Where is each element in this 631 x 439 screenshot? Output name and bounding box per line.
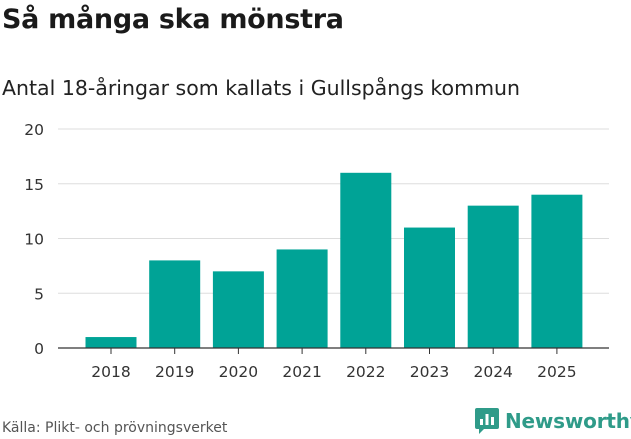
bar-2018: [85, 337, 137, 348]
chart-title: Så många ska mönstra: [2, 4, 344, 35]
y-axis-ticks: 0 5 10 15 20: [24, 121, 44, 358]
x-tick-label: 2025: [537, 363, 576, 381]
x-tick-label: 2023: [410, 363, 449, 381]
chart-subtitle: Antal 18-åringar som kallats i Gullspång…: [2, 76, 521, 100]
y-tick-label: 5: [34, 285, 44, 303]
bar-2023: [404, 227, 455, 348]
y-tick-label: 15: [24, 176, 44, 194]
grid-lines: [58, 128, 609, 294]
x-tick-label: 2024: [473, 363, 512, 381]
bar-2024: [467, 205, 519, 348]
brand-name: Newsworthy: [505, 409, 631, 433]
x-tick-label: 2021: [282, 363, 321, 381]
x-tick-label: 2022: [346, 363, 385, 381]
x-tick-label: 2019: [155, 363, 194, 381]
x-tick-label: 2020: [219, 363, 258, 381]
newsworthy-logo-icon: [475, 408, 499, 434]
bar-2022: [340, 172, 392, 348]
x-tick-label: 2018: [91, 363, 130, 381]
bar-2025: [531, 194, 583, 348]
source-note: Källa: Plikt- och prövningsverket: [2, 420, 228, 436]
bar-2020: [212, 271, 264, 348]
y-tick-label: 20: [24, 121, 44, 139]
y-tick-label: 10: [24, 231, 44, 249]
y-tick-label: 0: [34, 340, 44, 358]
bar-2021: [276, 249, 328, 348]
brand-logo: Newsworthy: [475, 408, 631, 434]
bars: [85, 172, 583, 348]
bar-2019: [149, 260, 201, 348]
x-axis-ticks: 2018 2019 2020 2021 2022 2023 2024 2025: [58, 347, 609, 381]
